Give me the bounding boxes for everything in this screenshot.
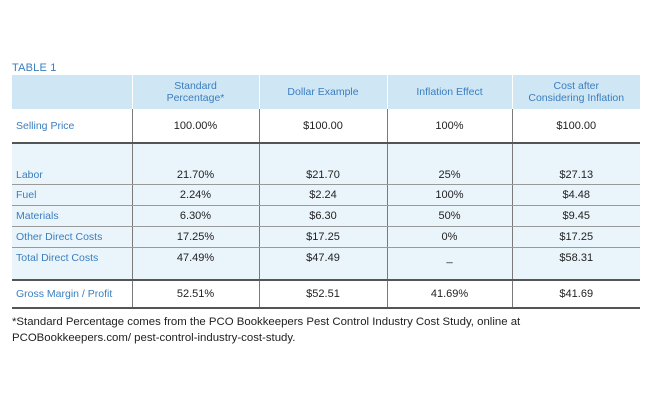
- cell-standard-percentage: 17.25%: [131, 226, 259, 248]
- row-label: Other Direct Costs: [12, 226, 132, 248]
- cell-inflation-effect: 50%: [386, 205, 512, 227]
- cell-standard-percentage: 2.24%: [131, 184, 259, 206]
- cell-inflation-effect: 25%: [386, 161, 512, 185]
- spacer-row: [12, 143, 640, 161]
- table-row-other-direct-costs: Other Direct Costs 17.25% $17.25 0% $17.…: [12, 226, 640, 248]
- cell-standard-percentage: 47.49%: [131, 247, 259, 268]
- row-label: Materials: [12, 205, 132, 227]
- cell-inflation-effect: 0%: [386, 226, 512, 248]
- cell-dollar-example: $52.51: [258, 280, 387, 309]
- cell-cost-after-inflation: $27.13: [511, 161, 640, 185]
- cell-cost-after-inflation: $58.31: [511, 247, 640, 268]
- cell-cost-after-inflation: $41.69: [511, 280, 640, 309]
- cost-table: Standard Percentage* Dollar Example Infla…: [12, 75, 640, 309]
- cell-dollar-example: $100.00: [258, 109, 387, 144]
- cell-inflation-effect: 41.69%: [386, 280, 512, 309]
- cell-cost-after-inflation: $4.48: [511, 184, 640, 206]
- header-standard-percentage: Standard Percentage*: [132, 75, 260, 109]
- spacer-row: [12, 268, 640, 281]
- table-row-gross-margin: Gross Margin / Profit 52.51% $52.51 41.6…: [12, 280, 640, 309]
- cell-standard-percentage: 21.70%: [131, 161, 259, 185]
- row-label: Total Direct Costs: [12, 247, 132, 268]
- table-row-labor: Labor 21.70% $21.70 25% $27.13: [12, 161, 640, 185]
- cell-cost-after-inflation: $17.25: [511, 226, 640, 248]
- cell-dollar-example: $21.70: [258, 161, 387, 185]
- cell-standard-percentage: 52.51%: [131, 280, 259, 309]
- header-blank: [12, 75, 133, 109]
- table-row-total-direct-costs: Total Direct Costs 47.49% $47.49 _ $58.3…: [12, 247, 640, 268]
- row-label: Gross Margin / Profit: [12, 280, 132, 309]
- cell-dollar-example: $47.49: [258, 247, 387, 268]
- cell-inflation-effect: 100%: [386, 109, 512, 144]
- table-row-fuel: Fuel 2.24% $2.24 100% $4.48: [12, 184, 640, 206]
- table-row-materials: Materials 6.30% $6.30 50% $9.45: [12, 205, 640, 227]
- row-label: Labor: [12, 161, 132, 185]
- row-label: Selling Price: [12, 109, 132, 144]
- header-row: Standard Percentage* Dollar Example Infla…: [12, 75, 640, 109]
- header-dollar-example: Dollar Example: [259, 75, 388, 109]
- cell-inflation-effect: _: [386, 247, 512, 268]
- table-caption: TABLE 1: [12, 62, 57, 74]
- header-inflation-effect: Inflation Effect: [387, 75, 513, 109]
- table-row-selling-price: Selling Price 100.00% $100.00 100% $100.…: [12, 109, 640, 144]
- footnote: *Standard Percentage comes from the PCO …: [12, 316, 521, 344]
- cell-dollar-example: $2.24: [258, 184, 387, 206]
- row-label: Fuel: [12, 184, 132, 206]
- header-cost-after-inflation: Cost after Considering Inflation: [512, 75, 640, 109]
- cell-cost-after-inflation: $100.00: [511, 109, 640, 144]
- cell-dollar-example: $6.30: [258, 205, 387, 227]
- cell-dollar-example: $17.25: [258, 226, 387, 248]
- cell-standard-percentage: 100.00%: [131, 109, 259, 144]
- cell-standard-percentage: 6.30%: [131, 205, 259, 227]
- cell-inflation-effect: 100%: [386, 184, 512, 206]
- cell-cost-after-inflation: $9.45: [511, 205, 640, 227]
